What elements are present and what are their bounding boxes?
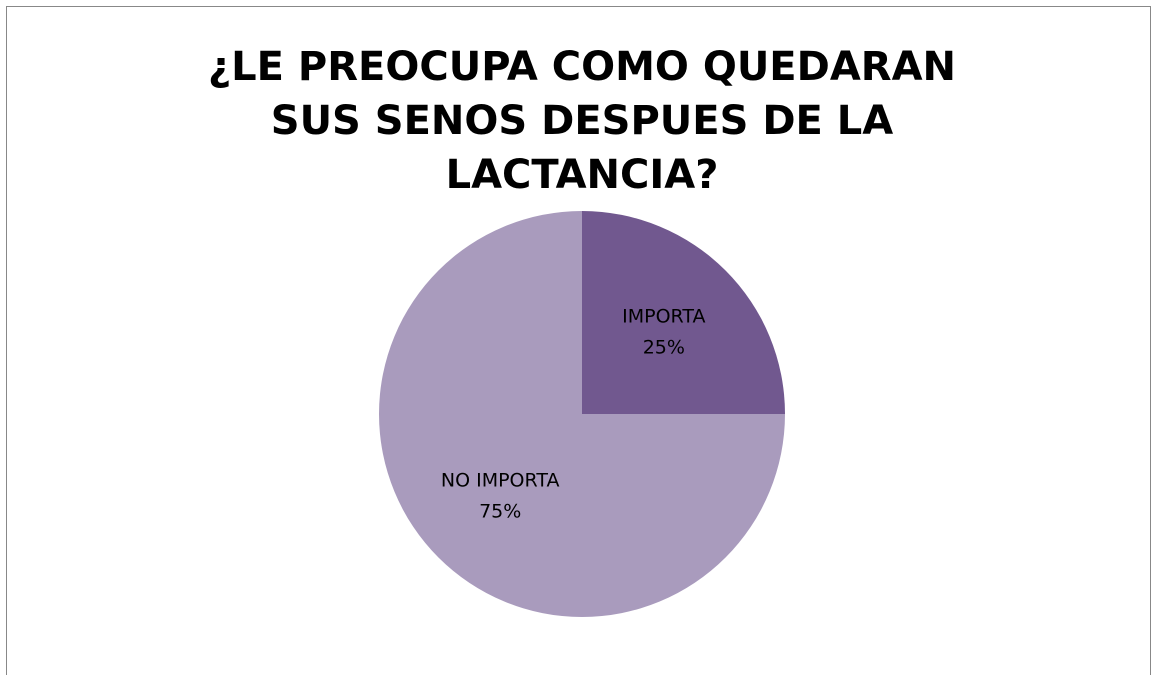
pie-slice — [379, 211, 785, 617]
slice-category-label: NO IMPORTA — [441, 469, 560, 491]
pie-slice — [582, 211, 785, 414]
slice-category-label: IMPORTA — [622, 306, 705, 328]
slice-value-label: 75% — [479, 500, 521, 522]
chart-frame — [6, 6, 1151, 675]
chart-title: ¿LE PREOCUPA COMO QUEDARAN SUS SENOS DES… — [207, 44, 957, 198]
slice-value-label: 25% — [643, 337, 685, 359]
